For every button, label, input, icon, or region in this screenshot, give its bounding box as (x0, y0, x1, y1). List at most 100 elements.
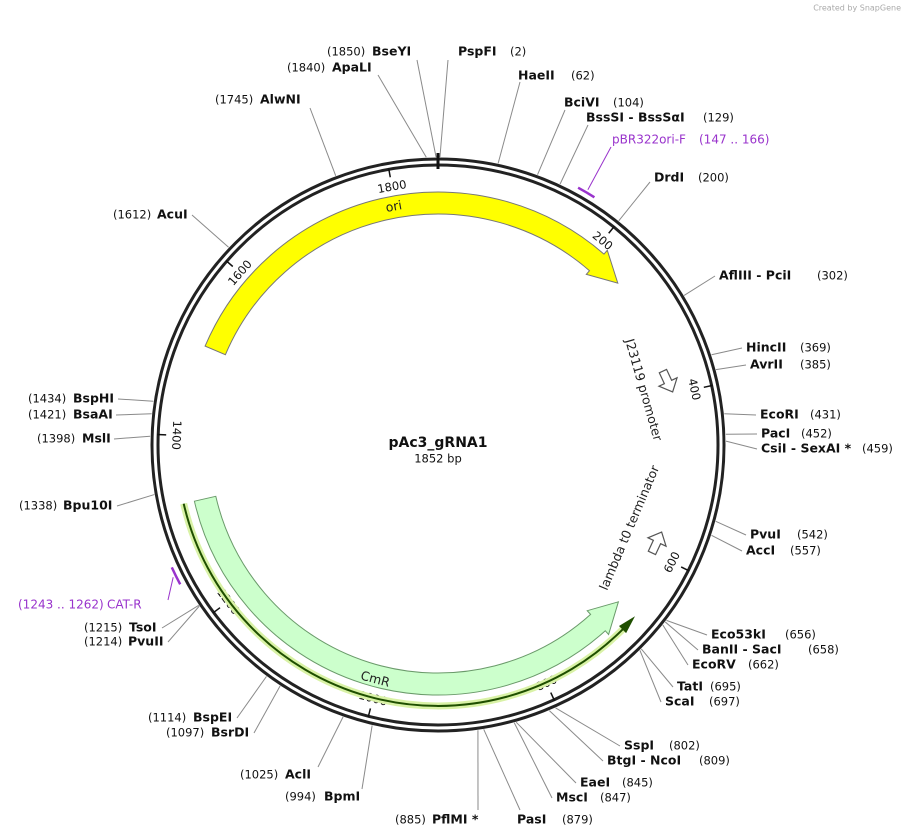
enzyme-site: (885) (395, 813, 426, 827)
enzyme-connector (483, 729, 521, 811)
feature-label: lambda t0 terminator (596, 462, 663, 592)
enzyme-connector (666, 619, 708, 636)
primer-name: pBR322ori-F (612, 133, 686, 147)
enzyme-name: PvuII (128, 634, 164, 649)
enzyme-name: PflMI * (432, 812, 479, 827)
enzyme-site: (1215) (84, 621, 122, 635)
enzyme-site: (62) (571, 69, 595, 83)
enzyme-name: BtgI - NcoI (607, 753, 681, 768)
enzyme-site: (452) (801, 427, 832, 441)
enzyme-name: HincII (746, 340, 786, 355)
enzyme-name: Eco53kI (711, 627, 766, 642)
enzyme-site: (1745) (215, 93, 253, 107)
enzyme-connector (537, 109, 566, 175)
enzyme-connector (317, 716, 344, 768)
enzyme-connector (253, 685, 281, 734)
enzyme-name: BsaAI (73, 407, 113, 422)
enzyme-name: TsoI (129, 620, 157, 635)
enzyme-site: (1840) (287, 61, 325, 75)
enzyme-connector (664, 621, 699, 651)
enzyme-name: EcoRI (760, 407, 799, 422)
primer-connector (587, 146, 612, 190)
enzyme-site: (369) (800, 341, 831, 355)
enzyme-name: AccI (746, 543, 775, 558)
feature-label: CmR (359, 668, 392, 690)
plasmid-size: 1852 bp (414, 452, 462, 466)
enzyme-connector (236, 676, 267, 719)
enzyme-name: PasI (517, 812, 546, 827)
enzyme-connector (161, 604, 200, 629)
enzyme-connector (715, 520, 747, 536)
enzyme-site: (1097) (166, 726, 204, 740)
enzyme-connector (711, 534, 743, 552)
enzyme-site: (431) (810, 408, 841, 422)
tick-mark (387, 168, 392, 178)
enzyme-name: DrdI (654, 170, 684, 185)
enzyme-connector (711, 347, 743, 356)
enzyme-name: EcoRV (692, 657, 736, 672)
enzyme-site: (845) (622, 776, 653, 790)
credit: Created by SnapGene (813, 4, 901, 13)
enzyme-site: (302) (817, 269, 848, 283)
enzyme-site: (200) (698, 171, 729, 185)
enzyme-name: EaeI (580, 775, 610, 790)
enzyme-site: (104) (613, 96, 644, 110)
enzyme-connector (555, 707, 621, 747)
enzyme-site: (695) (710, 680, 741, 694)
enzyme-name: PacI (761, 426, 790, 441)
enzyme-site: (802) (669, 739, 700, 753)
enzyme-connector (662, 624, 689, 666)
enzyme-connector (640, 648, 674, 688)
primer-name: CAT-R (107, 598, 142, 612)
enzyme-name: AflIII - PciI (719, 268, 791, 283)
plasmid-name: pAc3_gRNA1 (389, 435, 488, 451)
tick-mark (367, 708, 372, 718)
enzyme-site: (1338) (19, 499, 57, 513)
enzyme-name: AcuI (157, 207, 188, 222)
tick-label: 1400 (169, 420, 184, 450)
primer-mark (577, 186, 596, 199)
primer-range: (1243 .. 1262) (18, 598, 104, 612)
tick-mark (212, 607, 221, 614)
enzyme-connector (167, 605, 200, 643)
enzyme-site: (2) (510, 45, 526, 59)
enzyme-site: (129) (703, 111, 734, 125)
primer-mark (170, 566, 182, 585)
enzyme-name: MscI (556, 790, 588, 805)
enzyme-name: BspHI (73, 391, 114, 406)
enzyme-site: (662) (748, 658, 779, 672)
tick-label: 400 (685, 377, 703, 401)
primer-connector (167, 577, 174, 601)
enzyme-name: BpmI (324, 789, 360, 804)
ori-arrow (204, 191, 619, 356)
enzyme-connector (497, 81, 521, 164)
orf-head (619, 616, 635, 634)
enzyme-connector (116, 494, 155, 507)
enzyme-site: (847) (600, 791, 631, 805)
tick-label: 1800 (376, 177, 407, 196)
enzyme-name: CsiI - SexAI * (761, 441, 852, 456)
tick-mark (608, 225, 615, 234)
enzyme-site: (697) (709, 695, 740, 709)
enzyme-connector (639, 650, 662, 703)
enzyme-site: (542) (797, 528, 828, 542)
enzyme-site: (1025) (240, 768, 278, 782)
enzyme-connector (618, 181, 651, 222)
enzyme-site: (1398) (37, 432, 75, 446)
enzyme-connector (309, 107, 337, 176)
enzyme-name: BspEI (193, 710, 232, 725)
enzyme-name: BanII - SacI (702, 642, 782, 657)
enzyme-connector (416, 59, 437, 158)
enzyme-site: (656) (785, 628, 816, 642)
cmr-arrow (193, 495, 620, 696)
enzyme-name: BciVI (564, 95, 600, 110)
enzyme-name: PspFI (458, 44, 497, 59)
enzyme-name: Bpu10I (63, 498, 112, 513)
enzyme-site: (385) (800, 358, 831, 372)
enzyme-connector (683, 275, 716, 296)
enzyme-site: (557) (790, 544, 821, 558)
enzyme-name: ScaI (665, 694, 695, 709)
enzyme-connector (715, 364, 747, 371)
tick-label: 600 (661, 549, 683, 575)
enzyme-connector (113, 435, 151, 440)
